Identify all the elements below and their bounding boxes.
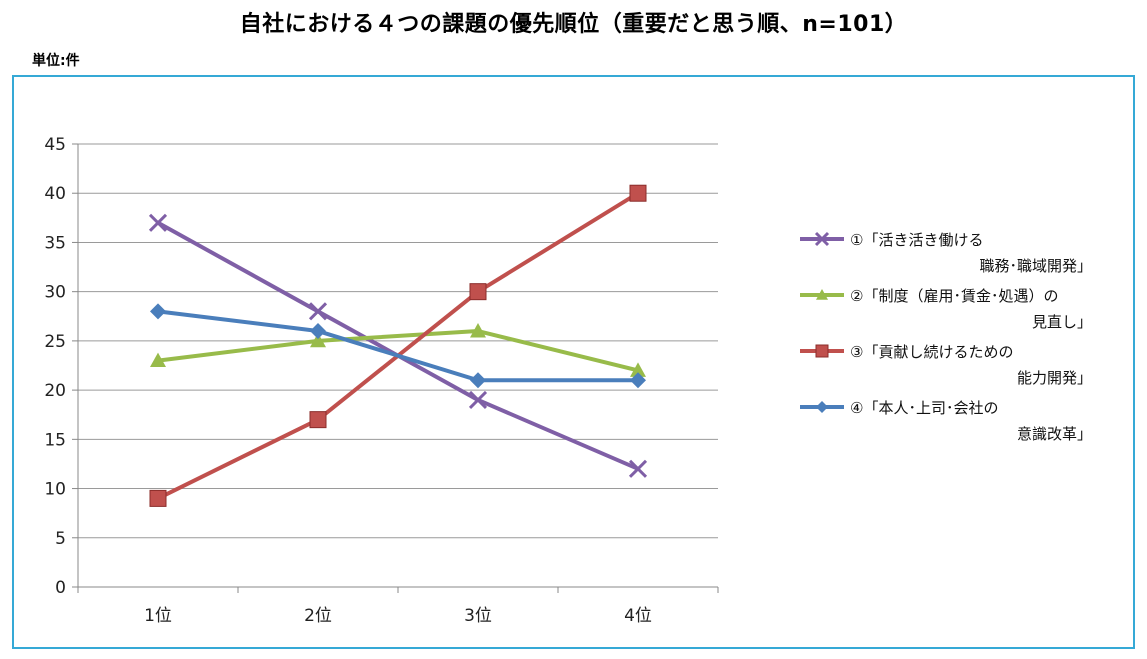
- legend-label-continuation: 職務･職域開発」: [979, 257, 1092, 275]
- y-tick-label: 30: [44, 283, 66, 303]
- y-tick-label: 25: [44, 332, 66, 352]
- x-tick-label: 4位: [624, 606, 652, 626]
- data-point-diamond-marker: [310, 323, 326, 340]
- data-point-triangle-marker: [630, 362, 646, 377]
- data-point-x-marker: [148, 213, 168, 232]
- data-point-diamond-marker: [630, 372, 646, 389]
- y-tick-label: 5: [55, 529, 66, 549]
- y-tick-label: 45: [44, 135, 66, 155]
- data-point-triangle-marker: [310, 332, 326, 348]
- data-point-diamond-marker: [816, 401, 828, 413]
- data-point-square-marker: [629, 184, 647, 202]
- data-point-triangle-marker: [150, 352, 166, 367]
- series-line: [157, 221, 639, 471]
- y-tick-label: 10: [44, 480, 66, 500]
- series-line: [157, 309, 638, 383]
- legend-label-continuation: 見直し」: [1032, 313, 1092, 331]
- legend-label-continuation: 能力開発」: [1017, 369, 1092, 387]
- legend-label-continuation: 意識改革」: [1017, 425, 1092, 443]
- series-lines: [148, 184, 648, 507]
- data-point-x-marker: [628, 459, 648, 478]
- data-point-diamond-marker: [150, 303, 166, 320]
- legend-label: ①「活き活き働ける: [850, 231, 983, 249]
- x-tick-label: 3位: [464, 606, 492, 626]
- data-point-square-marker: [309, 411, 327, 429]
- series-3: [149, 184, 647, 507]
- y-tick-label: 0: [55, 578, 66, 598]
- data-point-triangle-marker: [816, 289, 828, 300]
- series-line: [157, 191, 640, 501]
- legend-label: ④「本人･上司･会社の: [850, 399, 998, 417]
- data-point-square-marker: [815, 344, 829, 358]
- legend-label: ③「貢献し続けるための: [850, 343, 1013, 361]
- y-tick-label: 40: [44, 184, 66, 204]
- data-point-square-marker: [469, 283, 487, 301]
- y-tick-label: 15: [44, 430, 66, 450]
- y-tick-label: 35: [44, 233, 66, 253]
- legend-label: ②「制度（雇用･賃金･処遇）の: [850, 287, 1058, 305]
- x-tick-label: 2位: [304, 606, 332, 626]
- series-2: [150, 323, 646, 377]
- series-line: [157, 329, 639, 373]
- data-point-x-marker: [468, 390, 488, 410]
- series-4: [150, 303, 646, 389]
- data-point-triangle-marker: [470, 323, 486, 338]
- axes: 0 5 10 15 20 25 30 35 40 45 1位 2位 3位 4位: [44, 135, 719, 626]
- chart-frame: 0 5 10 15 20 25 30 35 40 45 1位 2位 3位 4位 ①「活き活き働ける職務･職…: [12, 75, 1135, 649]
- x-tick-label: 1位: [144, 606, 172, 626]
- line-chart: 0 5 10 15 20 25 30 35 40 45 1位 2位 3位 4位 ①「活き活き働ける職務･職…: [44, 135, 1092, 626]
- data-point-x-marker: [814, 231, 830, 247]
- chart-title: 自社における４つの課題の優先順位（重要だと思う順、n=101）: [239, 12, 908, 37]
- data-point-diamond-marker: [470, 372, 486, 389]
- unit-label: 単位:件: [32, 53, 80, 69]
- y-tick-label: 20: [44, 381, 66, 401]
- series-1: [148, 213, 648, 478]
- data-point-x-marker: [308, 302, 328, 321]
- grid-lines: [78, 143, 718, 539]
- data-point-square-marker: [149, 489, 167, 507]
